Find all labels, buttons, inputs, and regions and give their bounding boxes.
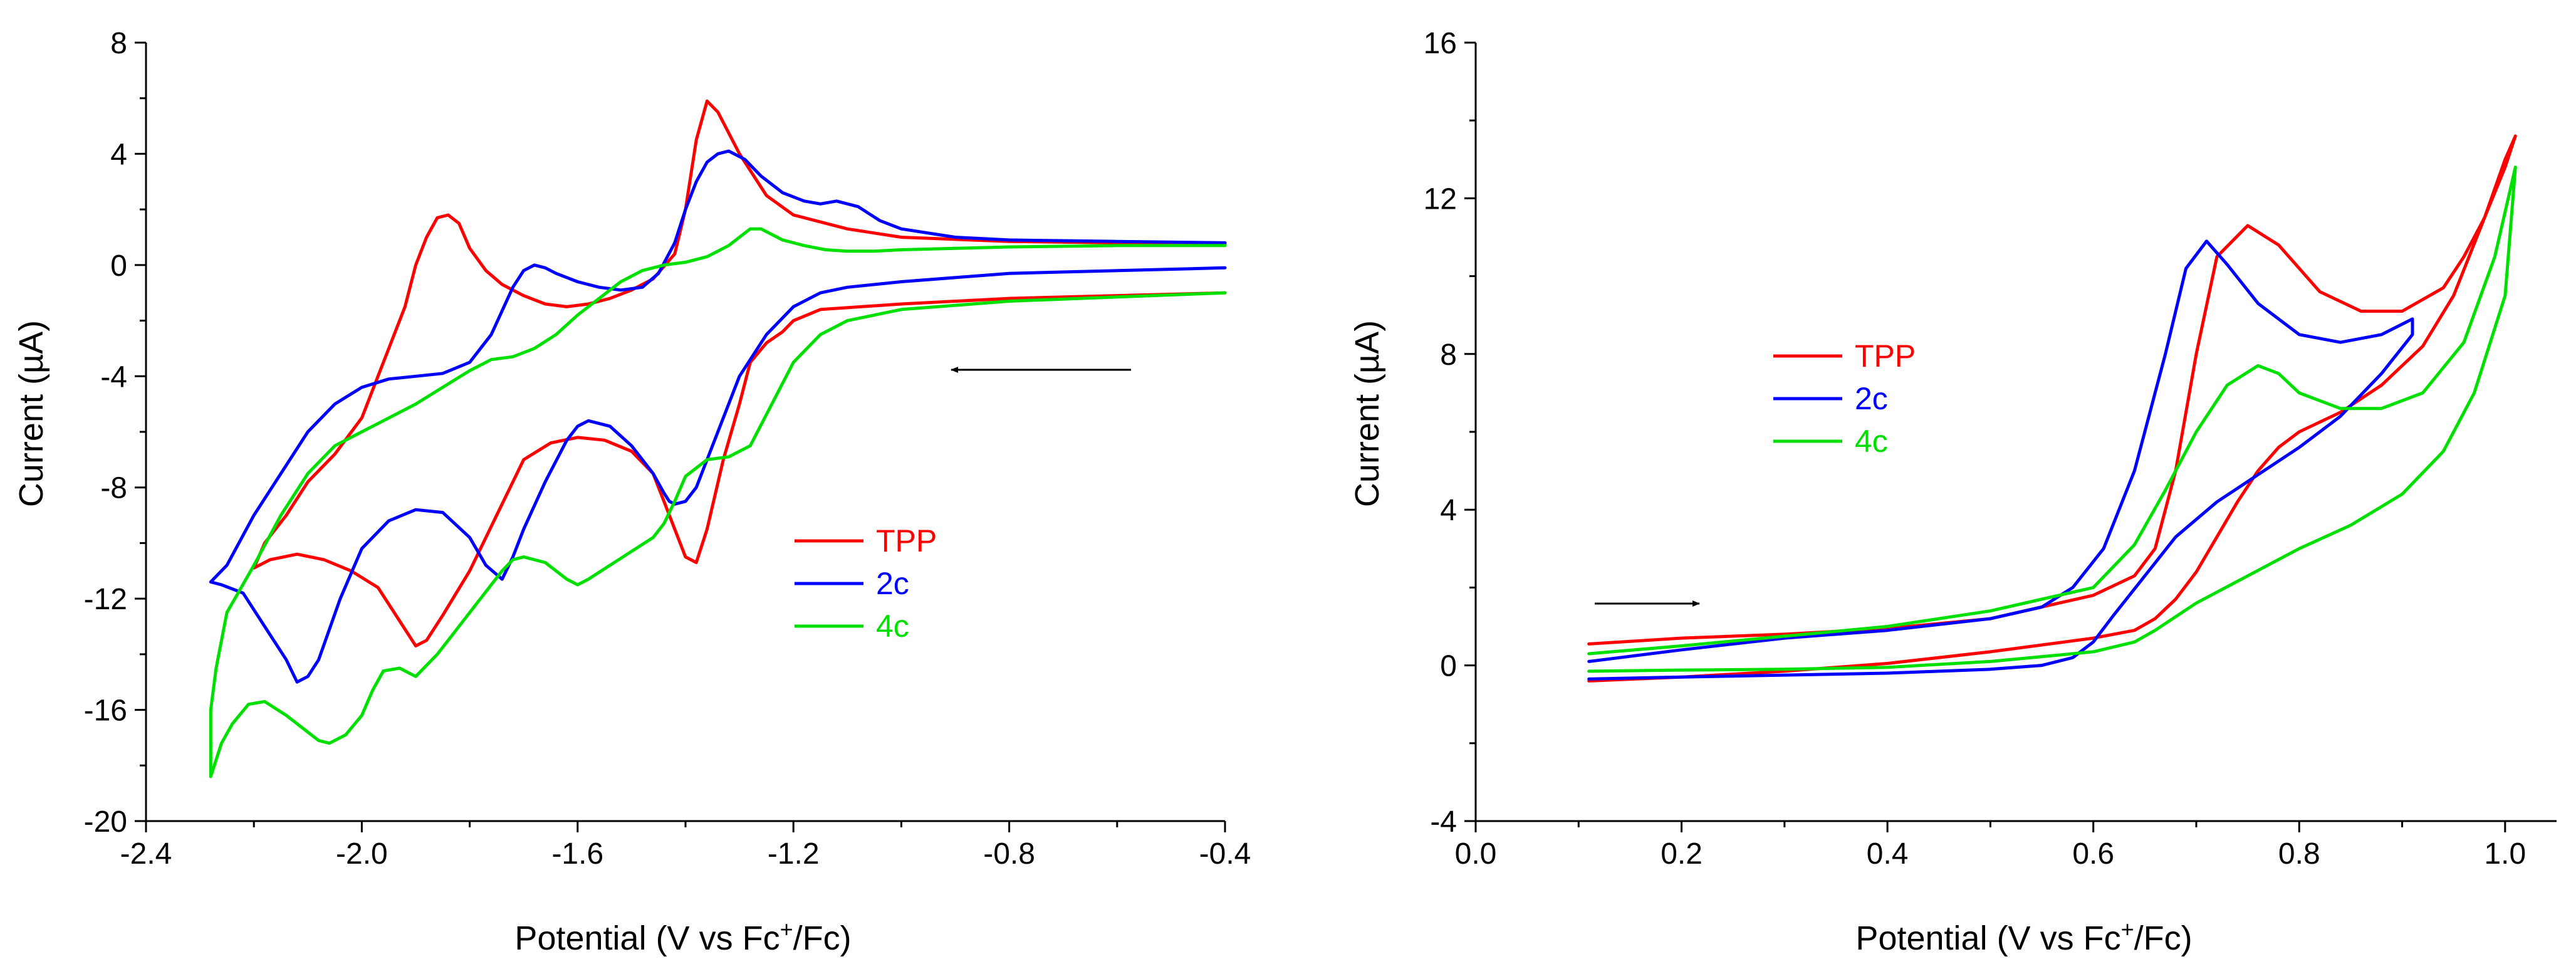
right-y-tick-label: 16 <box>1424 27 1457 60</box>
right-series-line-tpp <box>1587 134 2517 683</box>
left-x-tick-label: -2.4 <box>120 837 172 871</box>
left-voltammogram-chart: -2.4 -2.0 -1.6 -1.2 -0.8 -0.4 -20 -16 -12 -8 -4 0 4 8… <box>13 27 1251 957</box>
left-x-tick-label: -1.6 <box>551 837 603 871</box>
left-y-tick-label: 0 <box>110 249 127 283</box>
left-y-tick-label: -20 <box>84 805 127 839</box>
left-series-layer <box>209 99 1227 778</box>
right-voltammogram-chart: 0.0 0.2 0.4 0.6 0.8 1.0 -4 0 4 8 12 16 Potential (V… <box>1348 27 2557 957</box>
right-series-layer <box>1587 134 2517 683</box>
right-y-tick-label: 12 <box>1424 182 1457 216</box>
right-x-tick-label: 0.8 <box>2278 837 2320 871</box>
left-legend-label-tpp: TPP <box>876 523 937 558</box>
left-ticks: -2.4 -2.0 -1.6 -1.2 -0.8 -0.4 -20 -16 -12 -8 -4 0 4 8 <box>84 27 1251 871</box>
right-y-axis-title: Current (µA) <box>1348 320 1386 507</box>
left-legend-label-2c: 2c <box>876 566 909 601</box>
left-x-axis-title: Potential (V vs Fc+/Fc) <box>514 916 851 958</box>
right-x-tick-label: 0.4 <box>1867 837 1909 871</box>
left-y-tick-label: 4 <box>110 138 127 171</box>
right-legend-label-tpp: TPP <box>1855 338 1916 374</box>
right-legend: TPP 2c 4c <box>1773 338 1916 459</box>
right-y-tick-label: 8 <box>1440 338 1457 372</box>
right-legend-label-4c: 4c <box>1855 424 1888 459</box>
right-x-tick-label: 1.0 <box>2484 837 2526 871</box>
left-x-tick-label: -2.0 <box>336 837 388 871</box>
left-y-tick-label: 8 <box>110 27 127 60</box>
right-x-tick-label: 0.2 <box>1661 837 1703 871</box>
left-x-tick-label: -1.2 <box>768 837 820 871</box>
right-series-line-2c <box>1587 239 2414 681</box>
left-y-tick-label: -8 <box>100 472 127 505</box>
right-series-line-4c <box>1587 165 2517 673</box>
right-axes <box>1474 43 2557 822</box>
left-y-axis-title: Current (µA) <box>13 320 50 507</box>
left-x-tick-label: -0.4 <box>1199 837 1251 871</box>
right-y-tick-label: 4 <box>1440 494 1457 527</box>
right-x-tick-label: 0.0 <box>1455 837 1497 871</box>
left-y-tick-label: -4 <box>100 360 127 394</box>
right-y-tick-label: -4 <box>1430 805 1457 839</box>
left-legend-label-4c: 4c <box>876 609 909 644</box>
right-x-axis-title: Potential (V vs Fc+/Fc) <box>1855 916 2192 958</box>
left-legend: TPP 2c 4c <box>795 523 937 644</box>
left-y-tick-label: -16 <box>84 694 127 728</box>
right-y-tick-label: 0 <box>1440 650 1457 683</box>
left-series-line-4c <box>209 227 1227 778</box>
left-series-line-2c <box>209 149 1227 684</box>
right-x-tick-label: 0.6 <box>2072 837 2114 871</box>
right-legend-label-2c: 2c <box>1855 381 1888 416</box>
left-x-tick-label: -0.8 <box>983 837 1035 871</box>
left-y-tick-label: -12 <box>84 583 127 616</box>
right-ticks: 0.0 0.2 0.4 0.6 0.8 1.0 -4 0 4 8 12 16 <box>1424 27 2526 871</box>
